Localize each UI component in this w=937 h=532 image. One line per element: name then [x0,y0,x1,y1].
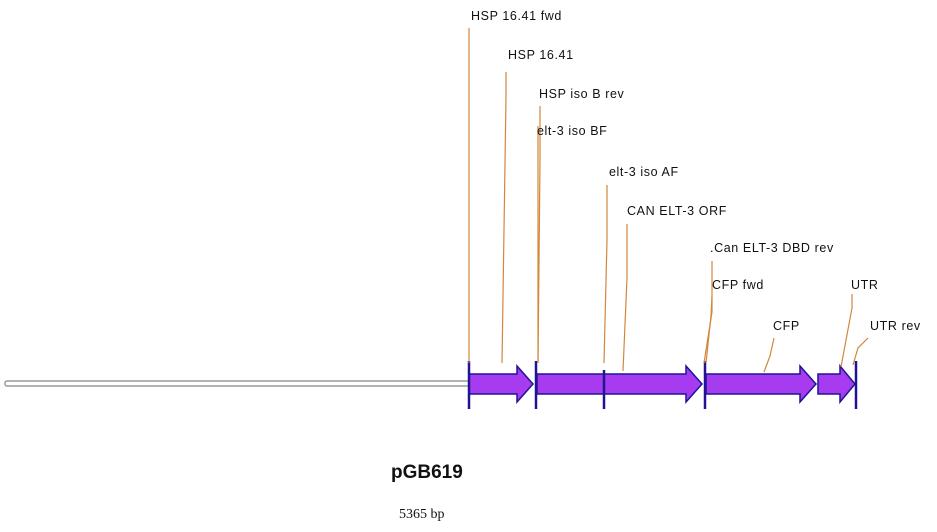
feature-arrow-can-elt3-orf[interactable] [537,366,702,402]
feature-label[interactable]: HSP 16.41 [508,48,574,62]
plasmid-size: 5365 bp [399,507,445,522]
feature-arrow-cfp[interactable] [706,366,816,402]
leader-line-utr-rev [853,338,868,365]
feature-label[interactable]: CFP fwd [712,278,764,292]
feature-arrow-hsp-promoter[interactable] [469,366,533,402]
feature-arrow-utr[interactable] [818,366,855,402]
backbone-line [5,381,469,386]
leader-line-utr [841,294,852,367]
feature-label[interactable]: elt-3 iso AF [609,165,679,179]
feature-label[interactable]: elt-3 iso BF [537,124,607,138]
leader-line-can-elt3-orf [623,224,627,371]
leader-line-cfp [764,338,774,372]
plasmid-name: pGB619 [391,462,463,483]
feature-label[interactable]: CFP [773,319,800,333]
feature-label[interactable]: UTR rev [870,319,921,333]
leader-line-elt3-iso-af [604,185,607,363]
leader-line-hsp-16-41 [502,72,506,363]
leader-line-cfp-fwd [706,296,712,363]
feature-label[interactable]: UTR [851,278,879,292]
feature-label[interactable]: HSP 16.41 fwd [471,9,562,23]
feature-label[interactable]: HSP iso B rev [539,87,625,101]
feature-label[interactable]: .Can ELT-3 DBD rev [710,241,834,255]
feature-label[interactable]: CAN ELT-3 ORF [627,204,727,218]
